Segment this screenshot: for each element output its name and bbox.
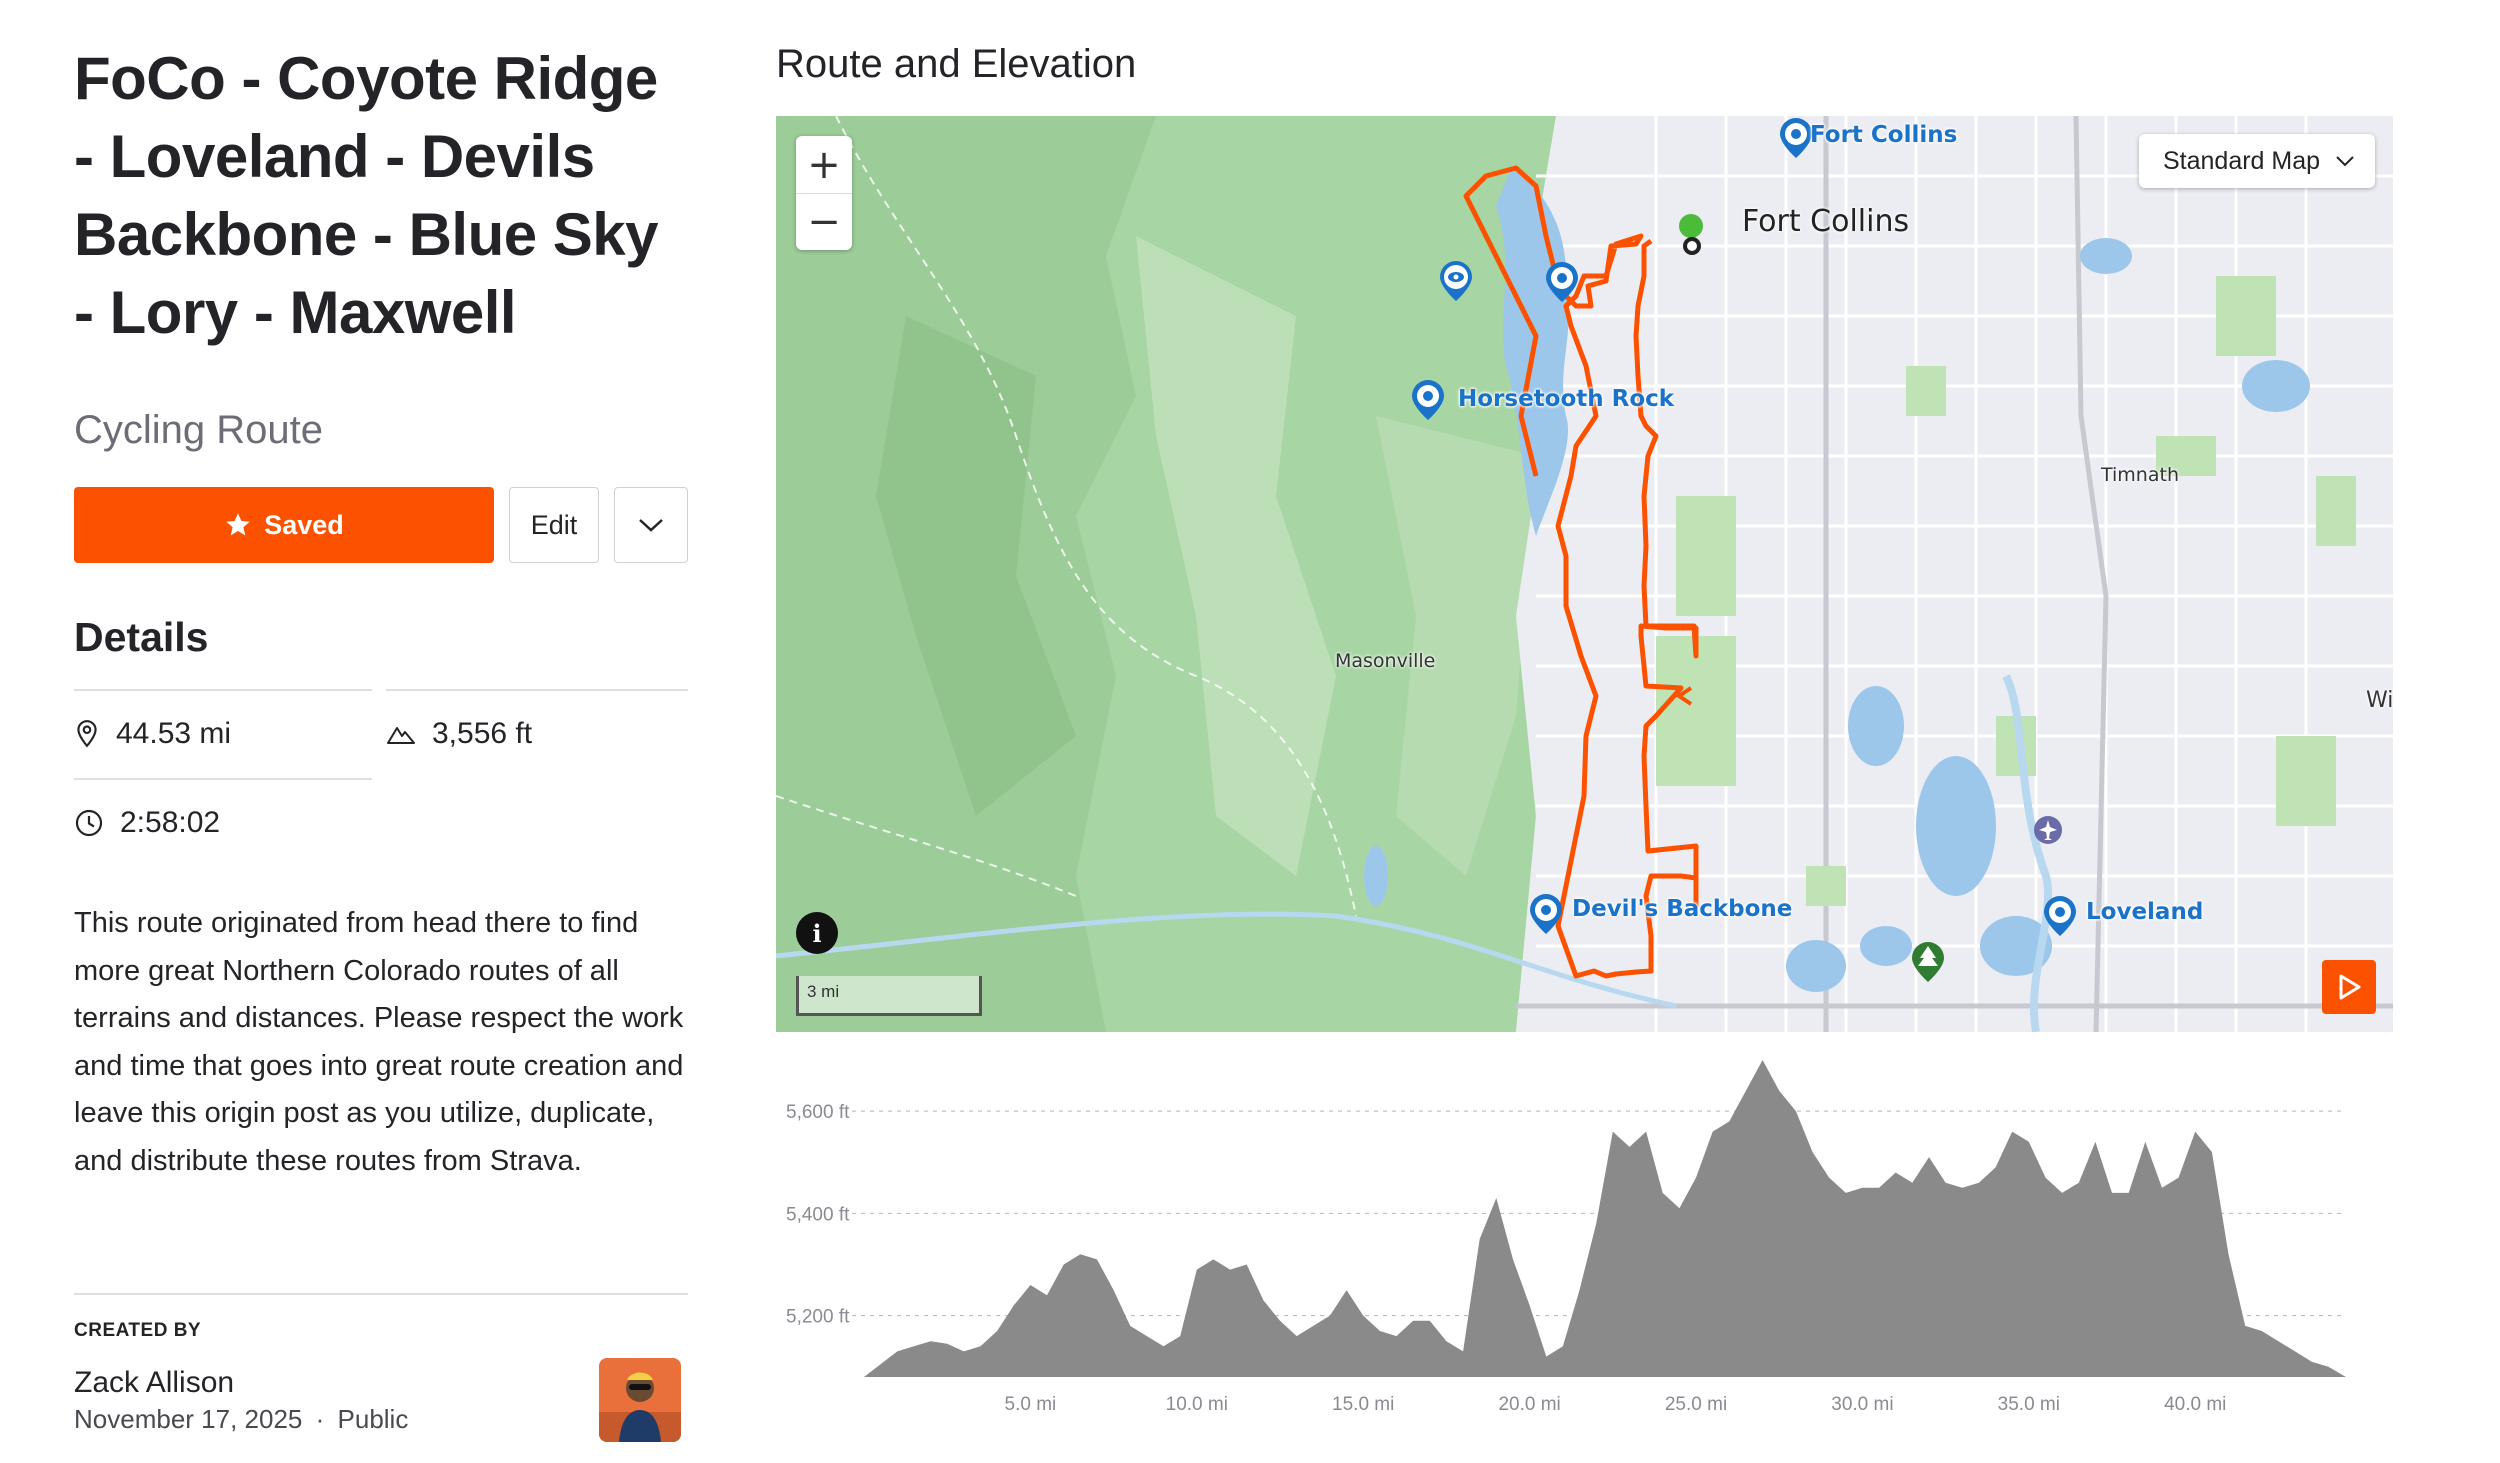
route-map[interactable]: Fort Collins Fort Collins Horsetooth Roc… (776, 116, 2393, 1032)
elevation-chart[interactable]: 5,600 ft 5,400 ft 5,200 ft 5.0 mi 10.0 mi 15.… (776, 1040, 2393, 1463)
x-tick-label: 35.0 mi (1998, 1394, 2060, 1415)
zoom-out-icon[interactable]: − (796, 193, 852, 250)
y-tick-label: 5,200 ft (786, 1307, 850, 1328)
creator-name-link[interactable]: Zack Allison (74, 1366, 235, 1399)
town-label: Timnath (2101, 464, 2179, 486)
poi-label[interactable]: Fort Collins (1810, 122, 1958, 148)
saved-button[interactable]: Saved (74, 487, 494, 563)
created-date: November 17, 2025 (74, 1404, 303, 1434)
poi-label[interactable]: Horsetooth Rock (1458, 386, 1675, 412)
map-type-select[interactable]: Standard Map (2139, 134, 2375, 188)
meta-separator: · (315, 1404, 325, 1434)
route-title: FoCo - Coyote Ridge - Loveland - Devils … (74, 45, 659, 346)
chevron-down-icon (2336, 156, 2354, 167)
created-by-label: CREATED BY (74, 1320, 202, 1341)
camera-icon[interactable] (1408, 378, 1448, 422)
x-tick-label: 10.0 mi (1166, 1394, 1228, 1415)
poi-label[interactable]: Loveland (2086, 899, 2204, 925)
time-value: 2:58:02 (120, 806, 221, 839)
star-icon (226, 513, 250, 536)
airport-icon (2034, 816, 2062, 844)
creator-avatar[interactable] (599, 1358, 681, 1442)
play-icon (2339, 974, 2361, 1000)
x-tick-label: 20.0 mi (1498, 1394, 1560, 1415)
flyby-button[interactable] (2322, 960, 2376, 1014)
tree-icon[interactable] (1908, 940, 1948, 984)
x-tick-label: 25.0 mi (1665, 1394, 1727, 1415)
map-section-title: Route and Elevation (776, 42, 1137, 86)
y-tick-label: 5,600 ft (786, 1102, 850, 1123)
mountain-icon (387, 727, 415, 744)
town-label: Masonville (1335, 650, 1436, 672)
chevron-down-icon (639, 519, 663, 532)
x-tick-label: 40.0 mi (2164, 1394, 2226, 1415)
more-options-button[interactable] (614, 487, 688, 563)
zoom-controls: + − (796, 136, 852, 250)
creator-meta: November 17, 2025 · Public (74, 1404, 408, 1435)
eye-icon[interactable] (1436, 258, 1476, 304)
edit-button[interactable]: Edit (509, 487, 599, 563)
distance-stat: 44.53 mi (74, 689, 372, 777)
saved-label: Saved (264, 509, 344, 540)
camera-icon[interactable] (2040, 894, 2080, 938)
route-type: Cycling Route (74, 408, 324, 452)
clock-icon (75, 809, 103, 837)
y-tick-label: 5,400 ft (786, 1204, 850, 1225)
visibility: Public (337, 1404, 409, 1434)
elevation-value: 3,556 ft (432, 717, 533, 750)
zoom-in-icon[interactable]: + (807, 141, 841, 188)
distance-value: 44.53 mi (116, 717, 232, 750)
x-tick-label: 5.0 mi (1005, 1394, 1057, 1415)
camera-icon[interactable] (1526, 892, 1566, 936)
camera-icon[interactable] (1542, 260, 1582, 304)
map-scale: 3 mi (796, 976, 982, 1016)
info-icon[interactable]: i (796, 912, 838, 954)
route-description: This route originated from head there to… (74, 907, 684, 1177)
town-label: Wi (2366, 688, 2393, 713)
divider (74, 1293, 688, 1295)
poi-label[interactable]: Devil's Backbone (1572, 896, 1793, 922)
camera-icon[interactable] (1776, 116, 1816, 160)
elevation-area[interactable] (864, 1060, 2346, 1377)
x-tick-label: 30.0 mi (1831, 1394, 1893, 1415)
place-label: Fort Collins (1742, 204, 1910, 239)
map-type-label: Standard Map (2163, 146, 2321, 175)
details-heading: Details (74, 614, 209, 660)
x-tick-label: 15.0 mi (1332, 1394, 1394, 1415)
location-pin-icon (77, 720, 97, 748)
time-stat: 2:58:02 (74, 778, 372, 866)
elevation-stat: 3,556 ft (386, 689, 688, 777)
